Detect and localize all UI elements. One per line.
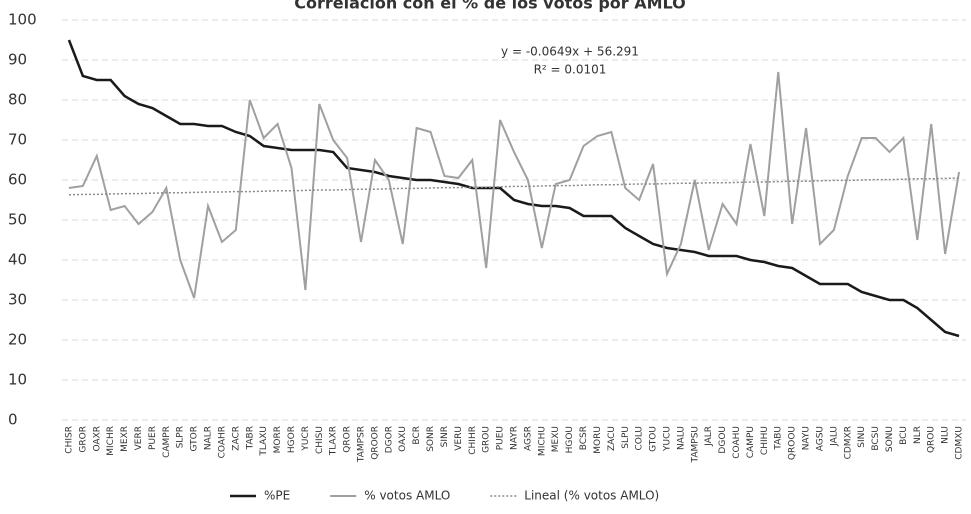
x-tick-label: MICHR — [106, 426, 116, 456]
x-tick-label: YUCU — [662, 426, 672, 452]
y-tick-label: 50 — [8, 211, 27, 229]
x-tick-label: MICHU — [537, 426, 547, 456]
x-tick-label: JALR — [704, 426, 714, 447]
annotation: y = -0.0649x + 56.291 — [501, 45, 639, 59]
x-tick-label: GTOR — [190, 426, 200, 452]
x-tick-label: COAHR — [217, 426, 227, 458]
x-tick-label: CHISU — [315, 426, 325, 454]
series-line — [67, 39, 960, 338]
x-tick-label: MORU — [593, 426, 603, 454]
x-tick-label: TLAXR — [329, 426, 339, 456]
y-tick-label: 10 — [8, 371, 27, 389]
x-tick-label: AGSR — [523, 426, 533, 451]
y-tick-label: 100 — [8, 11, 37, 29]
x-tick-label: QROOR — [370, 426, 380, 460]
series-line — [68, 71, 961, 299]
annotation: R² = 0.0101 — [534, 63, 607, 77]
x-tick-label: YUCR — [301, 426, 311, 452]
x-tick-label: COLU — [635, 426, 645, 451]
x-tick-label: HGOU — [565, 426, 575, 453]
y-tick-label: 70 — [8, 131, 27, 149]
x-tick-label: JALU — [829, 426, 839, 447]
x-tick-label: SLPU — [621, 426, 631, 449]
x-tick-label: SONR — [426, 426, 436, 452]
x-tick-label: AGSU — [815, 426, 825, 451]
x-tick-label: ZACR — [231, 426, 241, 451]
legend-label: %PE — [264, 489, 290, 503]
x-tick-label: COAHU — [732, 426, 742, 459]
y-tick-label: 20 — [8, 331, 27, 349]
x-tick-label: HGOR — [287, 426, 297, 453]
y-tick-label: 90 — [8, 51, 27, 69]
y-tick-label: 60 — [8, 171, 27, 189]
x-tick-label: BCSU — [871, 426, 881, 451]
chart-title: Correlación con el % de los votos por AM… — [294, 0, 686, 13]
x-tick-label: VERU — [454, 426, 464, 451]
x-tick-label: QROU — [927, 426, 937, 453]
x-tick-label: NALU — [676, 426, 686, 450]
y-tick-label: 30 — [8, 291, 27, 309]
x-tick-label: TLAXU — [259, 426, 269, 457]
x-tick-label: SINU — [857, 426, 867, 448]
x-tick-label: NALR — [204, 426, 214, 450]
x-tick-label: OAXU — [398, 426, 408, 452]
legend-label: Lineal (% votos AMLO) — [524, 489, 659, 503]
x-tick-label: ZACU — [607, 426, 617, 451]
x-tick-label: DGOU — [718, 426, 728, 454]
x-tick-label: SONU — [885, 426, 895, 452]
x-tick-label: NAYR — [510, 426, 520, 450]
x-tick-label: GROR — [78, 426, 88, 453]
x-tick-label: CDMXR — [843, 426, 853, 459]
x-tick-label: TABR — [245, 426, 255, 450]
x-tick-label: MEXU — [551, 426, 561, 452]
x-tick-label: MEXR — [120, 426, 130, 452]
x-tick-label: GROU — [482, 426, 492, 453]
x-tick-label: NAYU — [802, 426, 812, 450]
x-tick-label: OAXR — [92, 426, 102, 452]
x-tick-label: NLR — [913, 426, 923, 444]
x-tick-label: TABU — [774, 426, 784, 451]
x-tick-label: GTOU — [649, 426, 659, 452]
legend-label: % votos AMLO — [364, 489, 450, 503]
x-tick-label: QROOU — [788, 426, 798, 460]
x-tick-label: MORR — [273, 426, 283, 453]
y-tick-label: 40 — [8, 251, 27, 269]
x-tick-label: QROR — [343, 426, 353, 453]
x-tick-label: TAMPSU — [690, 426, 700, 463]
x-tick-label: PUER — [148, 426, 158, 450]
x-tick-label: CHIHR — [468, 426, 478, 455]
x-tick-label: DGOR — [384, 426, 394, 453]
series-line — [68, 177, 960, 196]
x-tick-label: BCU — [899, 426, 909, 445]
x-tick-label: NLU — [941, 426, 951, 444]
x-tick-label: BCSR — [579, 426, 589, 450]
y-tick-label: 0 — [8, 411, 18, 429]
x-tick-label: CAMPU — [746, 426, 756, 458]
x-tick-label: CDMXU — [955, 426, 965, 460]
x-tick-label: BCR — [412, 426, 422, 445]
x-tick-label: SINR — [440, 426, 450, 447]
x-tick-label: VERR — [134, 426, 144, 450]
x-tick-label: SLPR — [176, 426, 186, 448]
x-tick-label: CHIHU — [760, 426, 770, 455]
x-tick-label: CAMPR — [162, 426, 172, 458]
x-tick-label: CHISR — [64, 426, 74, 454]
x-tick-label: PUEU — [496, 426, 506, 450]
y-tick-label: 80 — [8, 91, 27, 109]
x-tick-label: TAMPSR — [357, 426, 367, 463]
